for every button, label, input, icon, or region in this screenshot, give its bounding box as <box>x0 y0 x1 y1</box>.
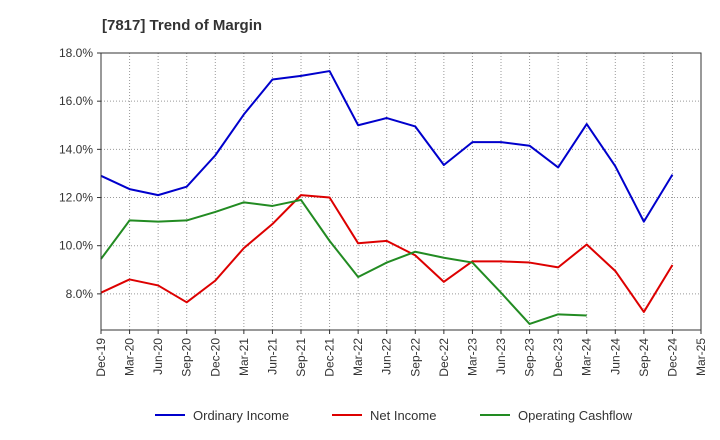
x-tick-label: Mar-22 <box>351 338 365 376</box>
x-tick-label: Jun-20 <box>151 338 165 375</box>
x-tick-label: Jun-23 <box>494 338 508 375</box>
y-tick-label: 16.0% <box>59 94 93 108</box>
legend: Ordinary Income Net Income Operating Cashf… <box>155 408 633 423</box>
grid <box>100 52 702 330</box>
x-tick-label: Sep-21 <box>294 338 308 377</box>
series-line-operating-cashflow <box>100 198 587 325</box>
x-tick-label: Sep-22 <box>408 338 422 377</box>
legend-label-ordinary-income: Ordinary Income <box>193 408 289 423</box>
plot-frame <box>100 52 702 331</box>
x-tick-label: Dec-19 <box>94 338 108 377</box>
x-tick-label: Sep-20 <box>180 338 194 377</box>
legend-label-operating-cashflow: Operating Cashflow <box>518 408 633 423</box>
x-tick-label: Mar-25 <box>694 338 708 376</box>
x-tick-label: Mar-23 <box>465 338 479 376</box>
x-tick-label: Dec-23 <box>551 338 565 377</box>
x-tick-label: Mar-20 <box>123 338 137 376</box>
y-tick-label: 8.0% <box>66 287 94 301</box>
y-tick-label: 12.0% <box>59 191 93 205</box>
x-tick-label: Jun-24 <box>608 338 622 375</box>
legend-label-net-income: Net Income <box>370 408 436 423</box>
y-tick-label: 14.0% <box>59 142 93 156</box>
x-tick-label: Sep-23 <box>523 338 537 377</box>
x-tick-label: Dec-24 <box>665 338 679 377</box>
x-tick-label: Dec-20 <box>208 338 222 377</box>
x-tick-label: Sep-24 <box>637 338 651 377</box>
series-line-net-income <box>100 194 674 313</box>
series-lines <box>100 70 674 325</box>
x-tick-label: Dec-22 <box>437 338 451 377</box>
x-tick-label: Dec-21 <box>323 338 337 377</box>
x-tick-label: Mar-24 <box>580 338 594 376</box>
y-axis-ticks: 8.0% 10.0% 12.0% 14.0% 16.0% 18.0% <box>59 46 101 301</box>
x-tick-label: Jun-21 <box>265 338 279 375</box>
chart-title: [7817] Trend of Margin <box>102 17 262 34</box>
x-axis-ticks: Dec-19 Mar-20 Jun-20 Sep-20 Dec-20 Mar-21 Jun-… <box>94 330 708 377</box>
x-tick-label: Mar-21 <box>237 338 251 376</box>
x-tick-label: Jun-22 <box>380 338 394 375</box>
y-tick-label: 18.0% <box>59 46 93 60</box>
series-line-ordinary-income <box>100 70 674 223</box>
y-tick-label: 10.0% <box>59 239 93 253</box>
